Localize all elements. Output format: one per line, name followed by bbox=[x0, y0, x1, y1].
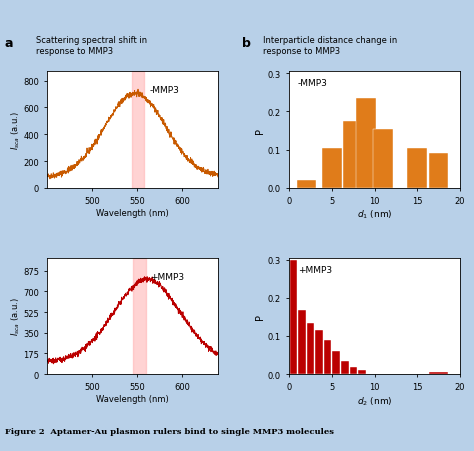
Text: -MMP3: -MMP3 bbox=[150, 86, 180, 95]
Bar bbox=[324, 340, 331, 374]
Bar bbox=[290, 260, 297, 374]
Y-axis label: $I_{sca}$ (a.u.): $I_{sca}$ (a.u.) bbox=[9, 297, 22, 336]
Bar bbox=[341, 361, 348, 374]
Bar bbox=[374, 129, 393, 189]
Text: +MMP3: +MMP3 bbox=[298, 265, 332, 274]
Bar bbox=[132, 72, 144, 189]
X-axis label: Wavelength (nm): Wavelength (nm) bbox=[96, 208, 169, 217]
Text: Interparticle distance change in
response to MMP3: Interparticle distance change in respons… bbox=[263, 36, 397, 55]
Bar bbox=[358, 371, 365, 374]
Bar bbox=[134, 258, 146, 374]
Bar bbox=[316, 331, 323, 374]
X-axis label: $d_1$ (nm): $d_1$ (nm) bbox=[357, 208, 392, 221]
Bar bbox=[322, 148, 342, 189]
Bar bbox=[307, 323, 314, 374]
Bar bbox=[299, 310, 306, 374]
Bar bbox=[356, 99, 376, 189]
Bar bbox=[407, 148, 427, 189]
Bar bbox=[344, 122, 363, 189]
Bar bbox=[297, 181, 316, 189]
Text: -MMP3: -MMP3 bbox=[298, 79, 328, 88]
Text: a: a bbox=[5, 37, 13, 51]
Text: Figure 2  Aptamer-Au plasmon rulers bind to single MMP3 molecules: Figure 2 Aptamer-Au plasmon rulers bind … bbox=[5, 427, 334, 435]
Bar bbox=[429, 372, 448, 374]
Y-axis label: $I_{sca}$ (a.u.): $I_{sca}$ (a.u.) bbox=[9, 111, 22, 150]
Bar bbox=[428, 154, 448, 189]
Bar bbox=[349, 367, 357, 374]
Y-axis label: P: P bbox=[255, 127, 265, 133]
X-axis label: Wavelength (nm): Wavelength (nm) bbox=[96, 394, 169, 403]
Text: +MMP3: +MMP3 bbox=[150, 272, 184, 281]
Text: Scattering spectral shift in
response to MMP3: Scattering spectral shift in response to… bbox=[36, 36, 146, 55]
X-axis label: $d_2$ (nm): $d_2$ (nm) bbox=[357, 394, 392, 407]
Text: b: b bbox=[242, 37, 251, 51]
Bar bbox=[332, 351, 340, 374]
Y-axis label: P: P bbox=[255, 313, 265, 319]
